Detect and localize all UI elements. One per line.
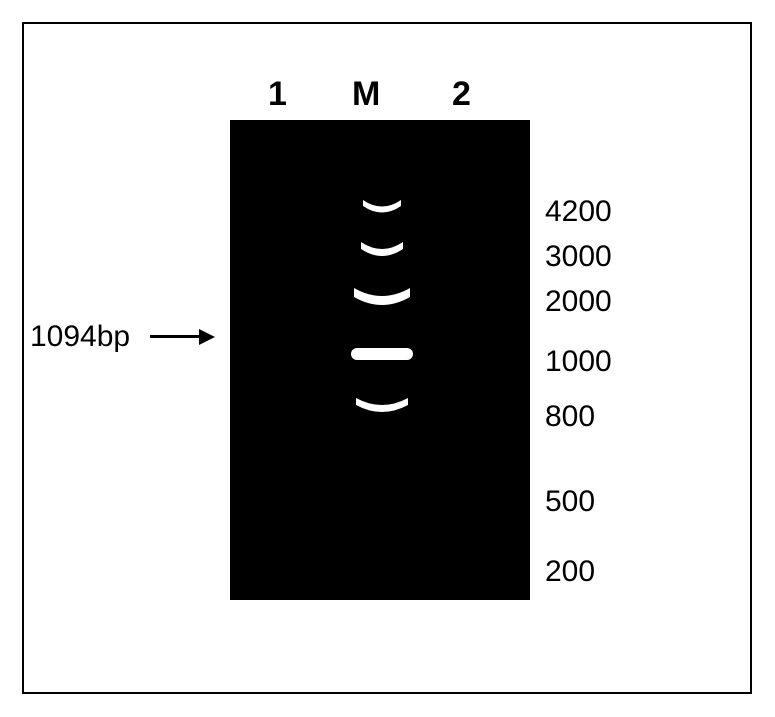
marker-band-1: [361, 242, 403, 261]
lane-label-2: 2: [452, 75, 471, 114]
lane-label-M: M: [352, 75, 380, 114]
ladder-label-500: 500: [545, 485, 595, 519]
arrow-line: [150, 335, 201, 338]
marker-band-4: [356, 398, 408, 417]
ladder-label-3000: 3000: [545, 240, 612, 274]
arrow-head: [199, 329, 215, 345]
marker-band-3: [351, 348, 413, 360]
lane-label-1: 1: [268, 75, 287, 114]
gel-image: [230, 120, 530, 600]
marker-band-0: [363, 200, 401, 218]
ladder-label-2000: 2000: [545, 285, 612, 319]
gel-figure-container: 1 M 2 4200 3000 2000 1000 800 500 200 1094bp: [0, 0, 775, 717]
ladder-label-1000: 1000: [545, 345, 612, 379]
ladder-label-800: 800: [545, 400, 595, 434]
ladder-label-4200: 4200: [545, 195, 612, 229]
ladder-label-200: 200: [545, 555, 595, 589]
product-size-label: 1094bp: [30, 320, 130, 354]
marker-band-2: [354, 288, 410, 309]
